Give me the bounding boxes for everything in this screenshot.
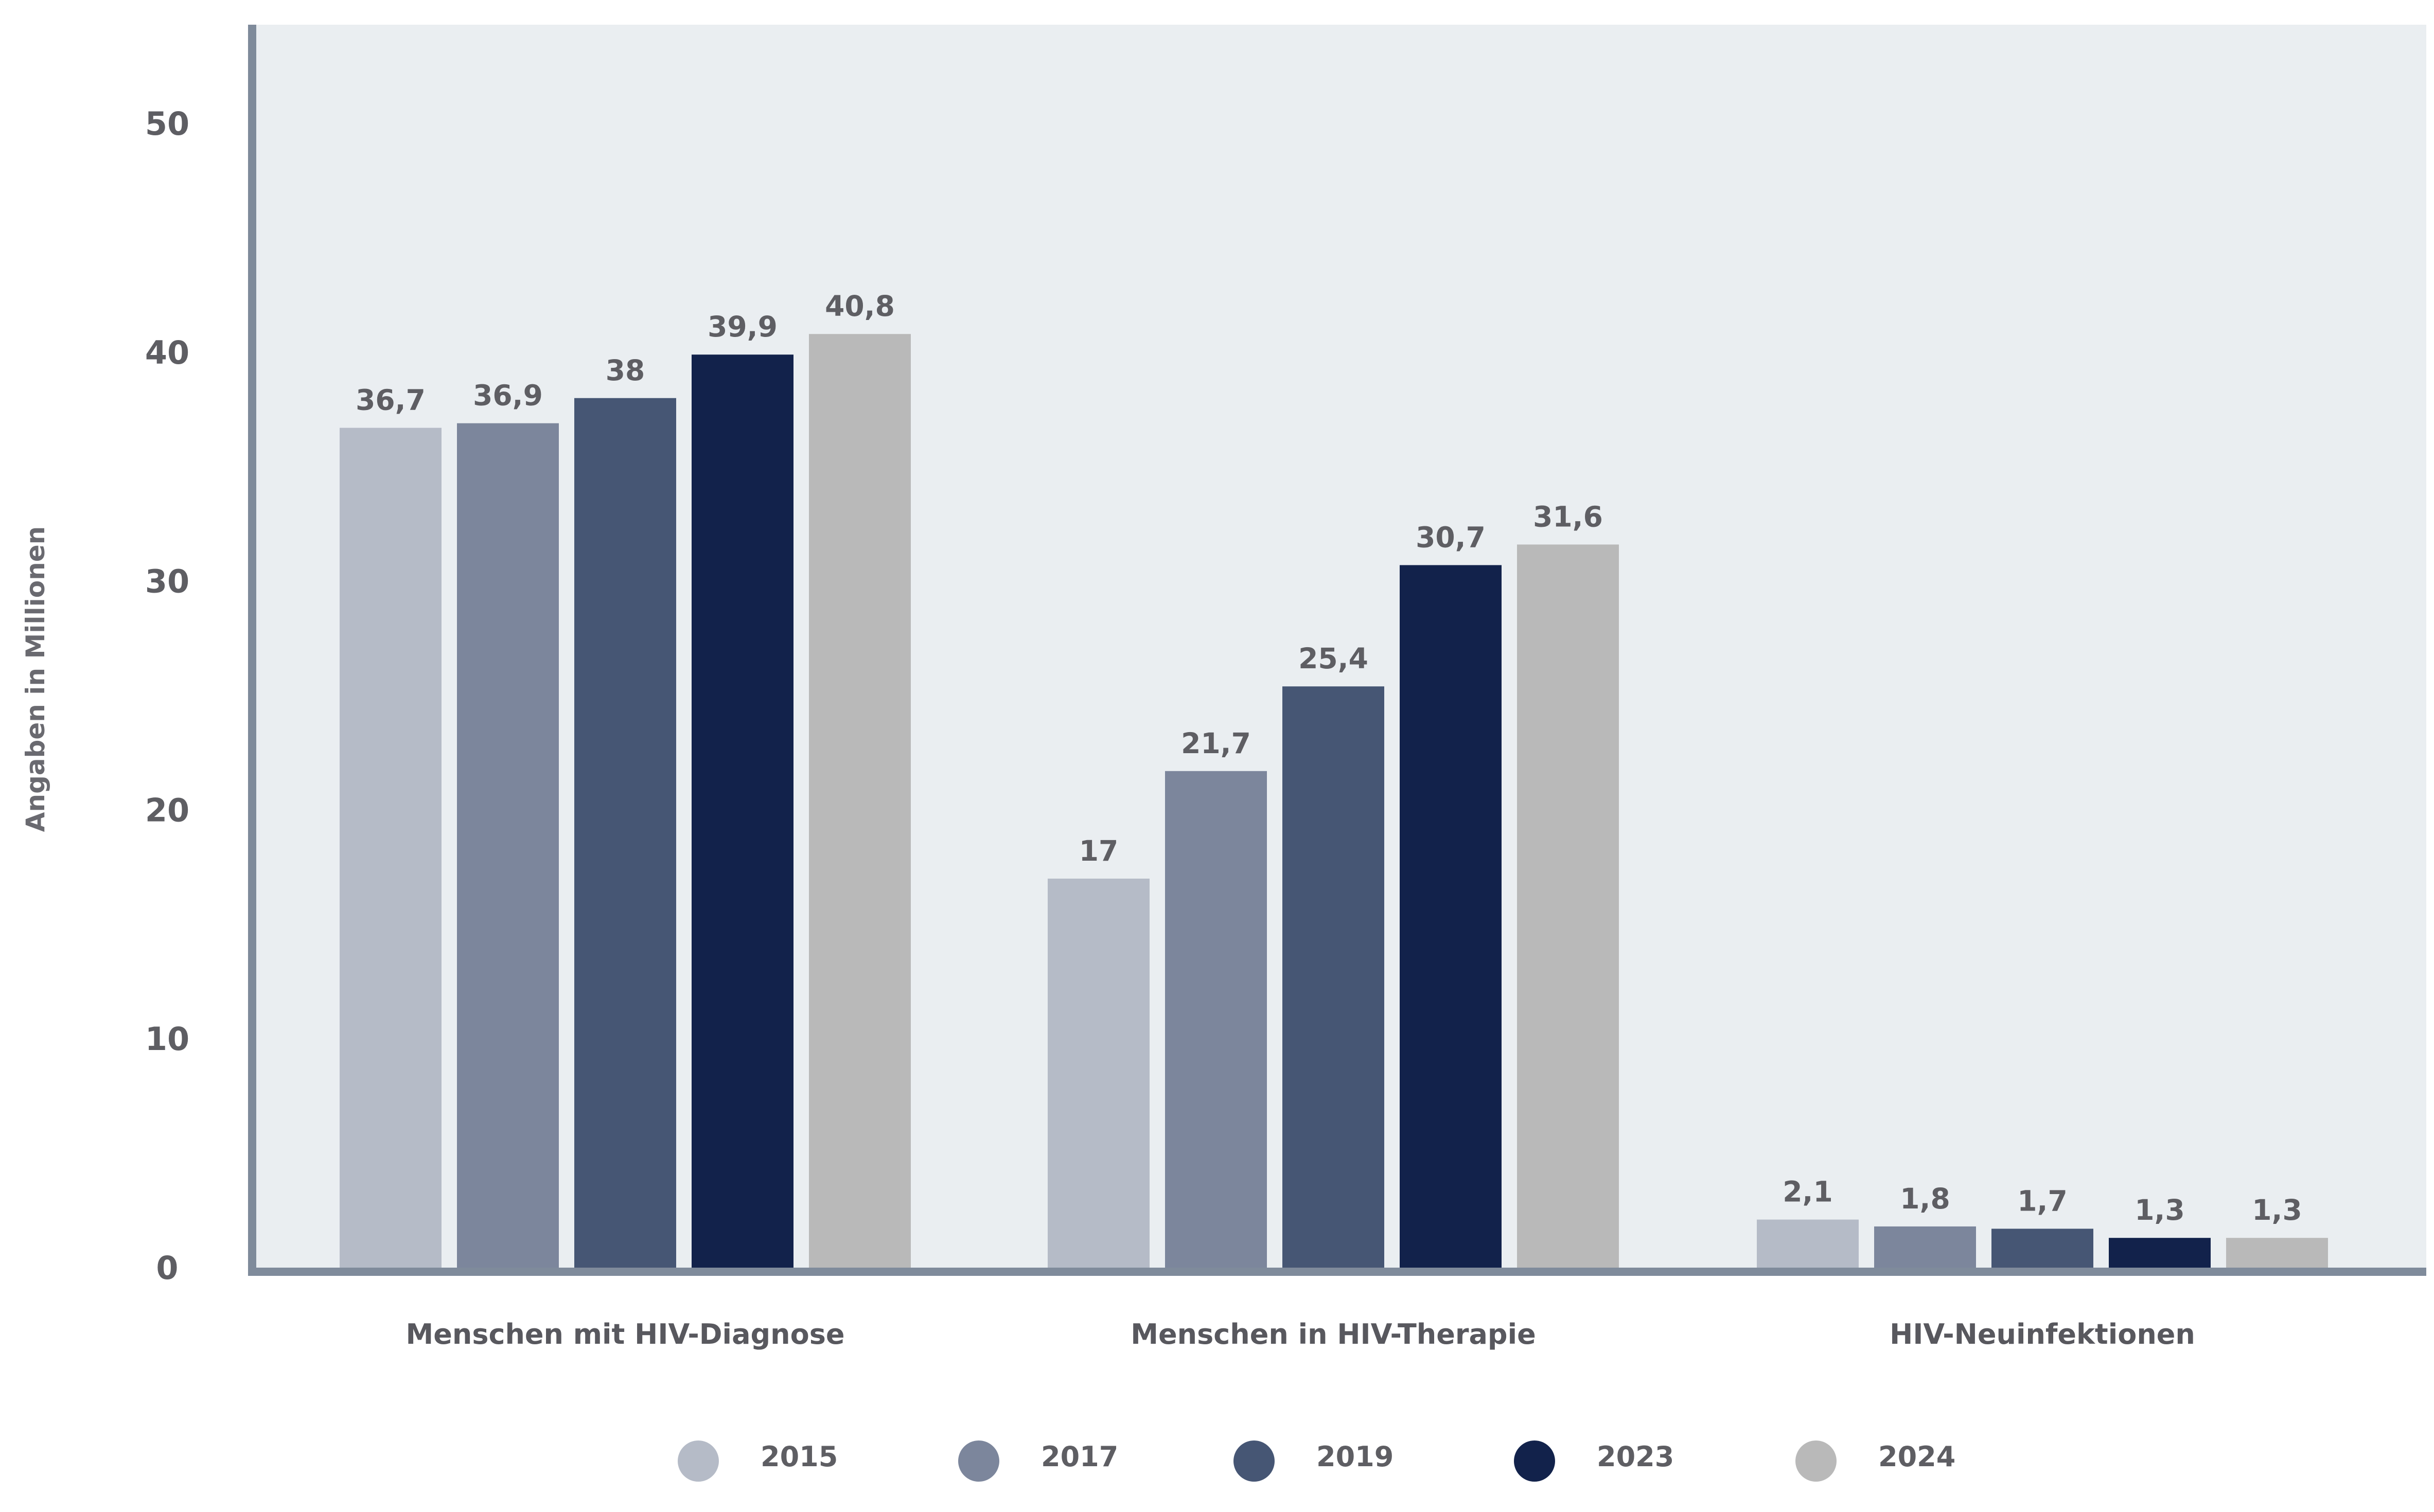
value-label: 1,3 <box>2252 1194 2302 1226</box>
value-label: 1,3 <box>2135 1194 2184 1226</box>
category-label: HIV-Neuinfektionen <box>1890 1318 2195 1350</box>
legend-swatch <box>1233 1440 1275 1482</box>
y-tick-label: 10 <box>145 1020 189 1058</box>
y-tick-label: 50 <box>145 105 189 143</box>
category-label: Menschen in HIV-Therapie <box>1131 1318 1536 1350</box>
bar-2023-2 <box>1400 565 1502 1268</box>
legend-item-2015: 2015 <box>678 1440 838 1482</box>
bar-2024-2 <box>1517 544 1619 1268</box>
bar-2023-3 <box>2109 1238 2211 1268</box>
bar-2015-2 <box>1048 878 1150 1268</box>
bar-2019-2 <box>1282 686 1384 1268</box>
bar-2015-3 <box>1757 1219 1859 1268</box>
bar-2019-1 <box>574 398 676 1268</box>
legend-label: 2015 <box>761 1440 838 1473</box>
bar-2017-3 <box>1874 1226 1976 1268</box>
legend-label: 2024 <box>1878 1440 1955 1473</box>
bar-2017-2 <box>1165 771 1267 1268</box>
legend-label: 2023 <box>1597 1440 1674 1473</box>
bar-2023-1 <box>692 354 793 1268</box>
value-label: 36,7 <box>356 384 426 417</box>
bar-2017-1 <box>457 423 559 1268</box>
legend-label: 2017 <box>1041 1440 1118 1473</box>
legend-item-2023: 2023 <box>1514 1440 1674 1482</box>
bar-2024-1 <box>809 334 911 1268</box>
category-label: Menschen mit HIV-Diagnose <box>406 1318 845 1350</box>
value-label: 40,8 <box>825 290 895 323</box>
y-tick-label: 0 <box>156 1249 178 1287</box>
y-tick-label: 30 <box>145 563 189 600</box>
y-tick-label: 40 <box>145 334 189 371</box>
value-label: 38 <box>606 354 645 387</box>
y-axis-label: Angaben in Millionen <box>21 526 50 832</box>
value-label: 2,1 <box>1783 1176 1832 1208</box>
legend-label: 2019 <box>1316 1440 1394 1473</box>
value-label: 36,9 <box>473 379 543 412</box>
legend-swatch <box>678 1440 719 1482</box>
value-label: 17 <box>1079 834 1119 867</box>
bar-2024-3 <box>2226 1238 2328 1268</box>
value-label: 39,9 <box>708 310 778 343</box>
value-label: 21,7 <box>1181 727 1251 760</box>
legend-swatch <box>1514 1440 1555 1482</box>
y-tick-label: 20 <box>145 791 189 829</box>
value-label: 25,4 <box>1298 642 1368 675</box>
legend-item-2017: 2017 <box>958 1440 1118 1482</box>
value-label: 1,7 <box>2017 1184 2067 1217</box>
value-label: 30,7 <box>1416 521 1486 554</box>
legend-item-2019: 2019 <box>1233 1440 1394 1482</box>
legend-swatch <box>1795 1440 1837 1482</box>
bar-2015-1 <box>340 428 442 1268</box>
legend-swatch <box>958 1440 999 1482</box>
value-label: 31,6 <box>1533 500 1603 533</box>
value-label: 1,8 <box>1900 1182 1950 1215</box>
bar-2019-3 <box>1991 1229 2093 1268</box>
legend-item-2024: 2024 <box>1795 1440 1955 1482</box>
